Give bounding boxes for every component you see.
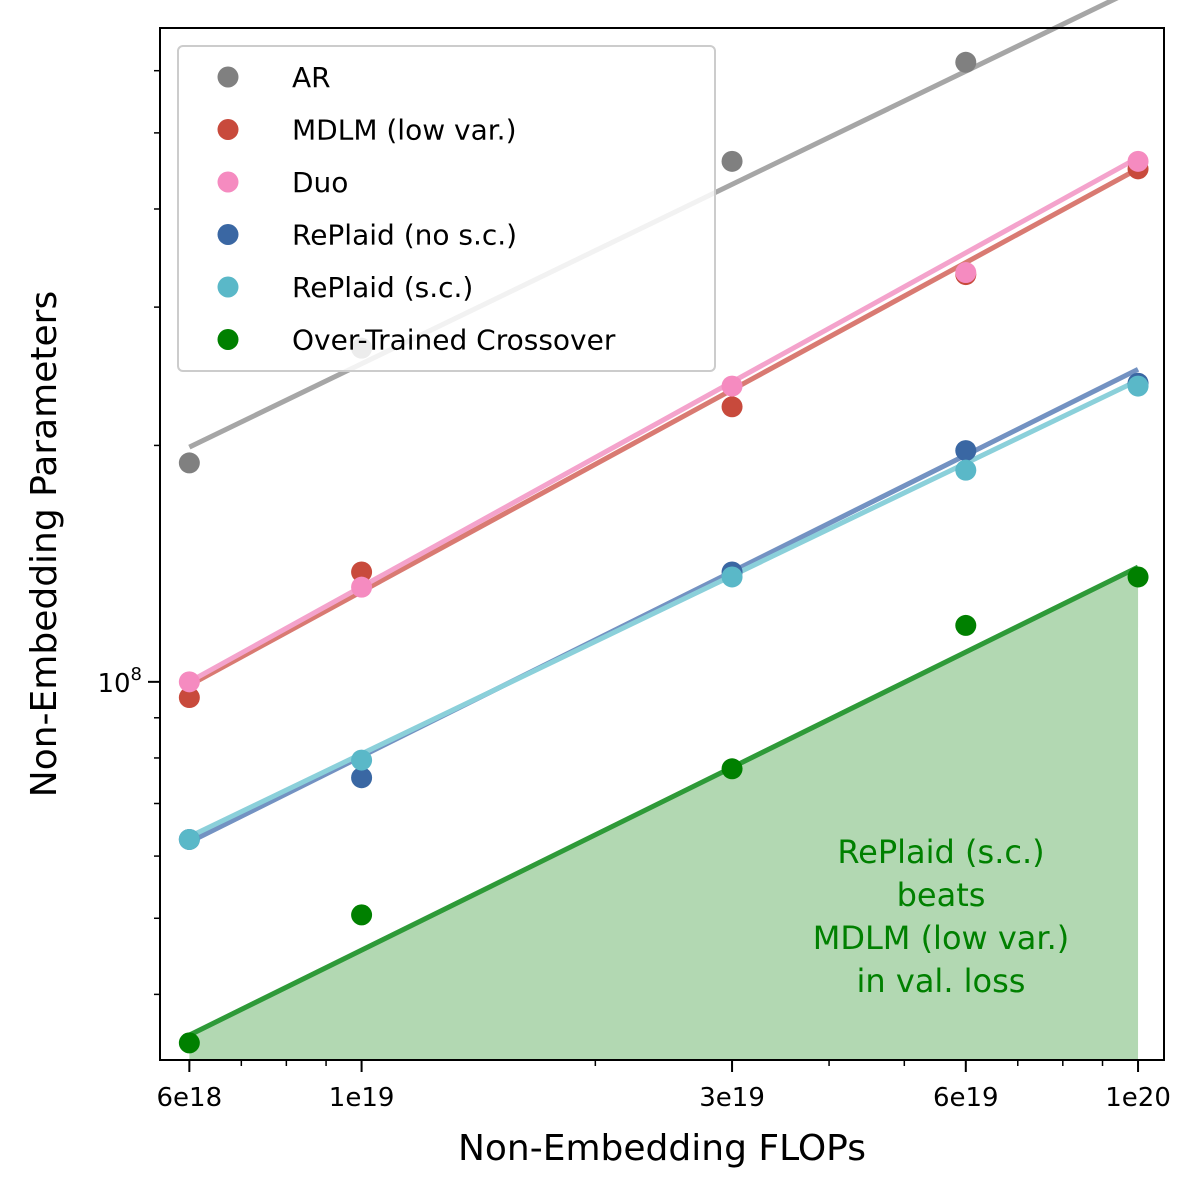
annotation-line-4: in val. loss	[857, 962, 1026, 1000]
legend-label-3: RePlaid (no s.c.)	[292, 219, 517, 252]
y-axis-title: Non-Embedding Parameters	[24, 291, 65, 797]
annotation-line-1: RePlaid (s.c.)	[837, 833, 1044, 871]
legend: AR MDLM (low var.) Duo RePlaid (no s.c.) ReP…	[177, 45, 716, 372]
point-s2-3	[955, 262, 977, 284]
x-axis-title: Non-Embedding FLOPs	[458, 1128, 866, 1169]
legend-label-5: Over-Trained Crossover	[292, 324, 616, 357]
point-s5-4	[1127, 566, 1149, 588]
fit-line-1	[188, 166, 1140, 688]
legend-label-4: RePlaid (s.c.)	[292, 271, 473, 304]
x-tick-label-2: 3e19	[699, 1083, 765, 1113]
legend-label-0: AR	[292, 61, 331, 94]
point-s2-2	[721, 375, 743, 397]
fit-line-2	[188, 155, 1140, 685]
crossover-fill	[189, 567, 1139, 1060]
fit-line-4	[188, 378, 1140, 839]
point-s0-2	[721, 150, 743, 172]
point-s4-3	[955, 459, 977, 481]
point-s1-0	[178, 687, 200, 709]
y-axis-ticks: 108	[97, 69, 160, 996]
x-axis-ticks: 6e18 1e19 3e19 6e19 1e20	[157, 1060, 1171, 1113]
crossover-fill-region	[189, 567, 1139, 1060]
legend-marker-3	[217, 224, 239, 245]
x-tick-label-4: 1e20	[1105, 1083, 1171, 1113]
annotation-line-2: beats	[897, 876, 986, 914]
legend-label-1: MDLM (low var.)	[292, 114, 517, 147]
point-s3-3	[955, 440, 977, 462]
point-s0-3	[955, 51, 977, 73]
point-s4-2	[721, 566, 743, 588]
legend-marker-0	[217, 66, 239, 88]
legend-marker-5	[217, 329, 239, 350]
x-tick-label-1: 1e19	[329, 1083, 395, 1113]
fit-line-5	[188, 564, 1140, 1038]
x-tick-label-0: 6e18	[157, 1083, 223, 1113]
point-s1-2	[721, 396, 743, 418]
point-s3-1	[351, 767, 373, 789]
point-s2-1	[351, 576, 373, 598]
point-s5-2	[721, 758, 743, 780]
point-s2-0	[178, 671, 200, 693]
point-s1-1	[351, 561, 373, 583]
point-s5-1	[351, 904, 373, 926]
point-s5-0	[178, 1032, 200, 1054]
y-tick-label-0: 108	[97, 664, 142, 699]
plot-frame	[159, 27, 1165, 1061]
point-s4-4	[1127, 375, 1149, 397]
legend-label-2: Duo	[292, 166, 348, 199]
legend-marker-1	[217, 119, 239, 140]
annotation-line-3: MDLM (low var.)	[813, 919, 1070, 957]
x-tick-label-3: 6e19	[933, 1083, 999, 1113]
point-s4-1	[351, 749, 373, 771]
legend-marker-2	[217, 171, 239, 193]
point-s4-0	[178, 828, 200, 850]
legend-box	[177, 45, 716, 372]
point-s2-4	[1127, 150, 1149, 172]
legend-marker-4	[217, 276, 239, 298]
annotation: RePlaid (s.c.) beats MDLM (low var.) in …	[813, 833, 1070, 1000]
point-s0-0	[178, 452, 200, 474]
point-s5-3	[955, 614, 977, 636]
